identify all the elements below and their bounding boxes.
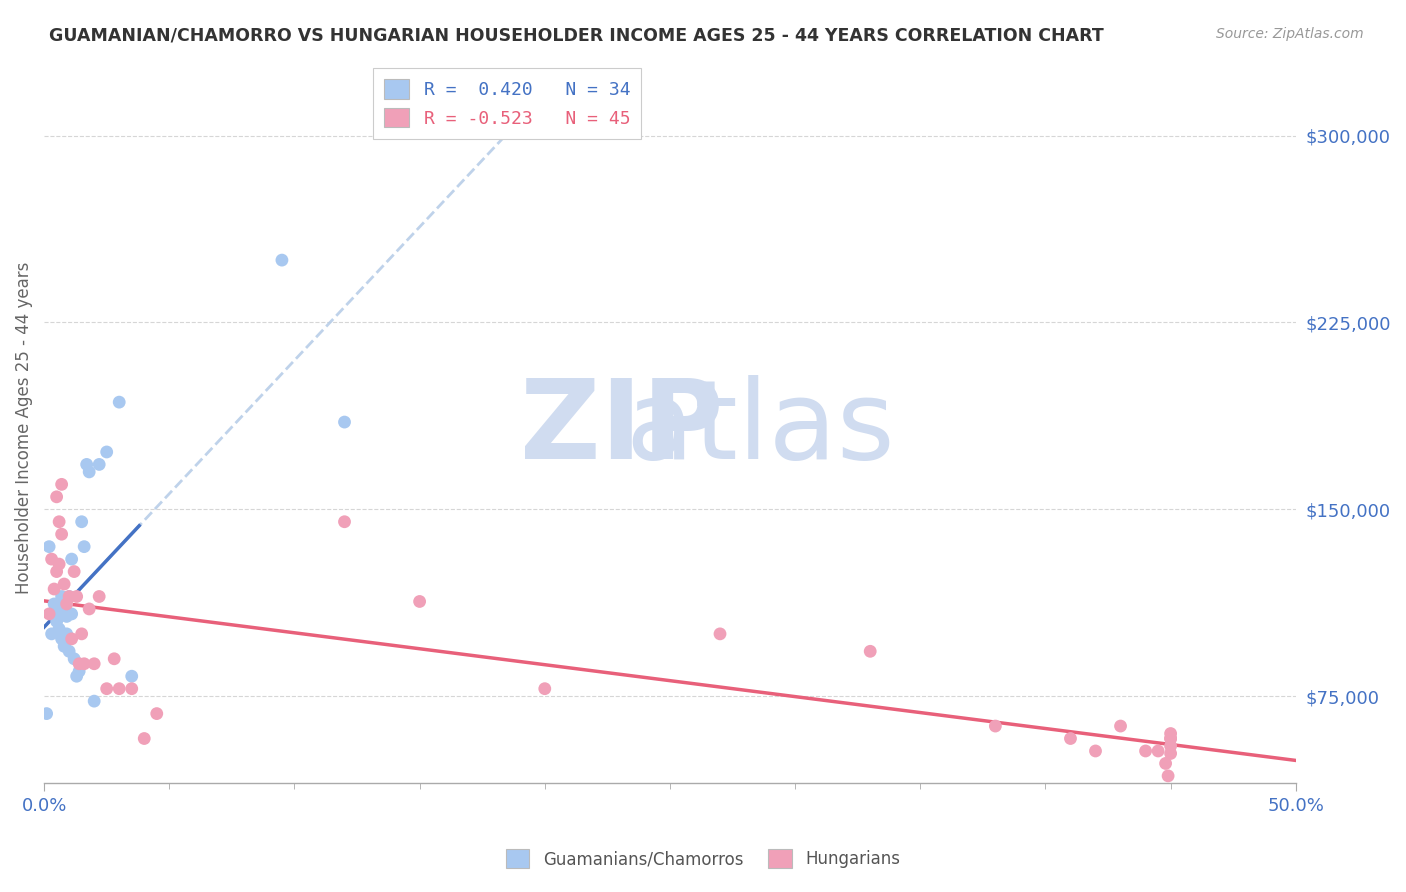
- Point: [1160, 726, 1182, 740]
- Point: [73, 540, 96, 554]
- Point: [1084, 744, 1107, 758]
- Point: [42, 597, 65, 611]
- Point: [96, 681, 118, 696]
- Text: atlas: atlas: [520, 375, 894, 482]
- Point: [145, 706, 167, 721]
- Point: [70, 515, 93, 529]
- Point: [709, 627, 731, 641]
- Point: [53, 597, 76, 611]
- Point: [66, 669, 89, 683]
- Point: [73, 657, 96, 671]
- Point: [53, 577, 76, 591]
- Point: [45, 490, 67, 504]
- Point: [55, 609, 77, 624]
- Point: [58, 607, 80, 621]
- Point: [66, 590, 89, 604]
- Point: [58, 590, 80, 604]
- Point: [60, 552, 83, 566]
- Point: [333, 415, 356, 429]
- Point: [83, 657, 105, 671]
- Point: [42, 582, 65, 596]
- Point: [63, 652, 86, 666]
- Point: [1147, 744, 1170, 758]
- Point: [333, 515, 356, 529]
- Point: [89, 590, 111, 604]
- Point: [55, 597, 77, 611]
- Point: [533, 681, 555, 696]
- Point: [51, 527, 73, 541]
- Point: [58, 644, 80, 658]
- Y-axis label: Householder Income Ages 25 - 44 years: Householder Income Ages 25 - 44 years: [15, 262, 32, 594]
- Point: [77, 465, 100, 479]
- Point: [51, 477, 73, 491]
- Point: [45, 565, 67, 579]
- Point: [1160, 739, 1182, 753]
- Point: [1154, 756, 1177, 771]
- Point: [83, 694, 105, 708]
- Point: [48, 622, 70, 636]
- Point: [1160, 747, 1182, 761]
- Point: [134, 731, 156, 746]
- Point: [60, 607, 83, 621]
- Point: [1160, 731, 1182, 746]
- Point: [45, 615, 67, 629]
- Point: [859, 644, 882, 658]
- Point: [48, 515, 70, 529]
- Point: [76, 458, 98, 472]
- Point: [89, 458, 111, 472]
- Point: [121, 681, 143, 696]
- Point: [58, 590, 80, 604]
- Point: [45, 602, 67, 616]
- Point: [77, 602, 100, 616]
- Point: [984, 719, 1007, 733]
- Point: [108, 681, 131, 696]
- Point: [51, 632, 73, 646]
- Point: [1135, 744, 1157, 758]
- Point: [55, 627, 77, 641]
- Point: [70, 627, 93, 641]
- Text: ZIP: ZIP: [520, 375, 723, 482]
- Legend: Guamanians/Chamorros, Hungarians: Guamanians/Chamorros, Hungarians: [499, 843, 907, 875]
- Point: [408, 594, 430, 608]
- Point: [60, 632, 83, 646]
- Text: GUAMANIAN/CHAMORRO VS HUNGARIAN HOUSEHOLDER INCOME AGES 25 - 44 YEARS CORRELATIO: GUAMANIAN/CHAMORRO VS HUNGARIAN HOUSEHOL…: [49, 27, 1104, 45]
- Point: [53, 640, 76, 654]
- Text: Source: ZipAtlas.com: Source: ZipAtlas.com: [1216, 27, 1364, 41]
- Point: [96, 445, 118, 459]
- Point: [48, 607, 70, 621]
- Legend: R =  0.420   N = 34, R = -0.523   N = 45: R = 0.420 N = 34, R = -0.523 N = 45: [373, 68, 641, 138]
- Point: [67, 657, 90, 671]
- Point: [1157, 769, 1180, 783]
- Point: [1109, 719, 1132, 733]
- Point: [63, 565, 86, 579]
- Point: [38, 607, 60, 621]
- Point: [35, 706, 58, 721]
- Point: [271, 253, 294, 268]
- Point: [41, 552, 63, 566]
- Point: [1160, 731, 1182, 746]
- Point: [67, 665, 90, 679]
- Point: [121, 669, 143, 683]
- Point: [41, 627, 63, 641]
- Point: [51, 607, 73, 621]
- Point: [1059, 731, 1081, 746]
- Point: [108, 395, 131, 409]
- Point: [51, 590, 73, 604]
- Point: [38, 540, 60, 554]
- Point: [48, 557, 70, 571]
- Point: [103, 652, 125, 666]
